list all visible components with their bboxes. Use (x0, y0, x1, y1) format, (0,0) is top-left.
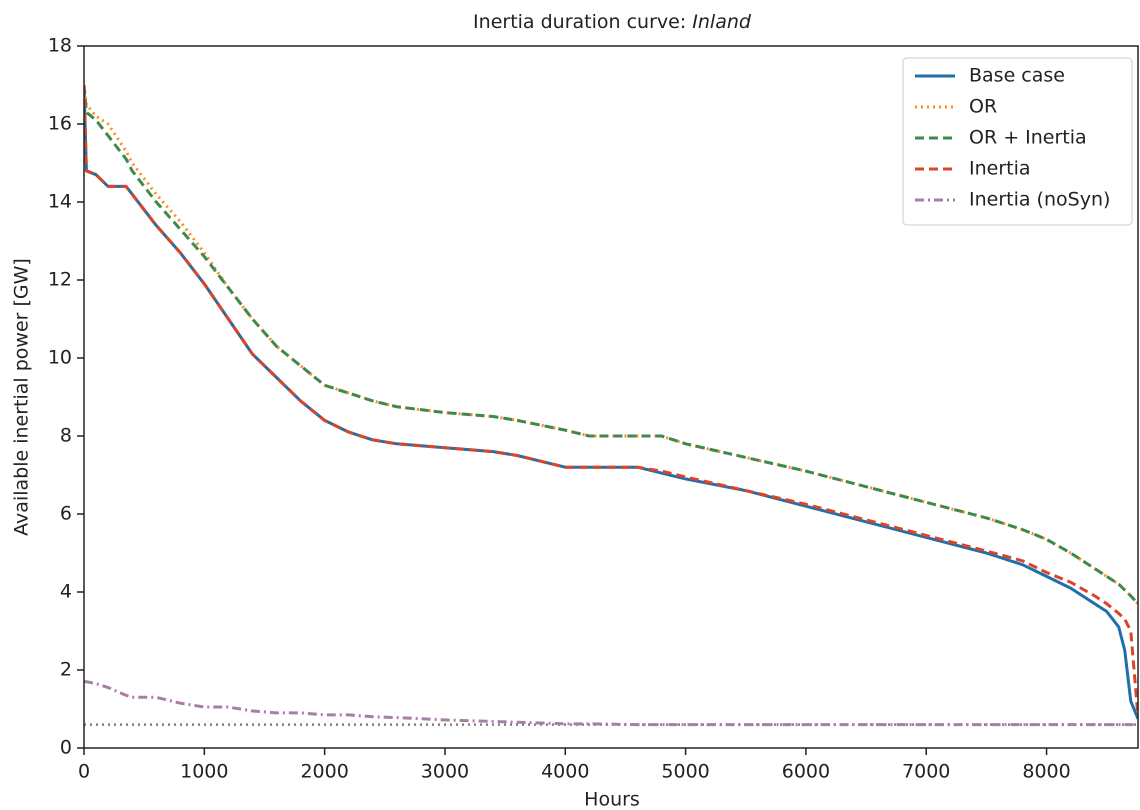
x-axis-label: Hours (584, 789, 640, 810)
plot-area (84, 84, 1138, 727)
y-tick-label: 6 (60, 503, 72, 525)
legend-label: OR + Inertia (969, 127, 1087, 149)
x-tick-label: 1000 (180, 761, 228, 783)
chart-title: Inertia duration curve: Inland (473, 11, 752, 33)
y-tick-label: 18 (48, 35, 72, 57)
x-tick-label: 5000 (661, 761, 709, 783)
y-tick-label: 12 (48, 269, 72, 291)
legend-label: Base case (969, 65, 1065, 87)
x-tick-label: 4000 (541, 761, 589, 783)
x-tick-label: 0 (78, 761, 90, 783)
x-tick-label: 7000 (902, 761, 950, 783)
legend-box (902, 57, 1133, 226)
x-tick-label: 2000 (300, 761, 348, 783)
title-text: Inertia duration curve: (473, 11, 686, 33)
title-italic: Inland (692, 11, 752, 33)
legend-label: Inertia (969, 158, 1031, 180)
legend-label: Inertia (noSyn) (969, 189, 1110, 211)
y-tick-label: 0 (60, 737, 72, 759)
series-line (84, 680, 1138, 727)
series-line (84, 84, 1138, 605)
x-tick-label: 3000 (421, 761, 469, 783)
y-tick-label: 8 (60, 425, 72, 447)
x-tick-label: 8000 (1022, 761, 1070, 783)
y-tick-label: 2 (60, 659, 72, 681)
legend-label: OR (969, 96, 997, 118)
plot-frame (83, 45, 1139, 749)
series-line (84, 84, 1138, 717)
y-tick-label: 16 (48, 113, 72, 135)
x-tick-label: 6000 (782, 761, 830, 783)
y-tick-label: 4 (60, 581, 72, 603)
y-tick-label: 14 (48, 191, 72, 213)
y-axis-label: Available inertial power [GW] (11, 258, 33, 536)
y-tick-label: 10 (48, 347, 72, 369)
